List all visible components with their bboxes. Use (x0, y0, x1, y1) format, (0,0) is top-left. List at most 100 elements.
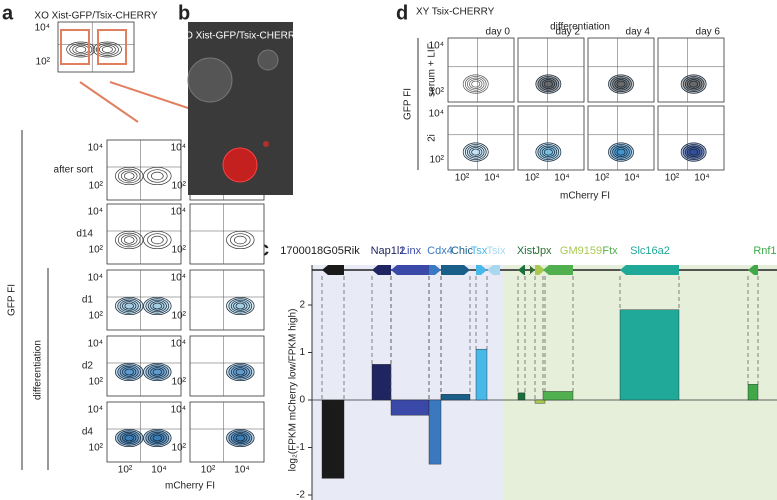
column-label: day 2 (556, 27, 581, 38)
row-label: serum + LIF (427, 43, 438, 97)
contour (537, 144, 560, 161)
axis-label: mCherry FI (560, 191, 610, 202)
contour (471, 148, 481, 156)
contour (226, 230, 255, 250)
contour (682, 76, 705, 93)
tick-label: 10⁴ (624, 173, 639, 184)
panel-label: d (396, 2, 408, 24)
colony (187, 57, 233, 103)
tick-label: 10⁴ (151, 465, 166, 476)
plot-frame (189, 269, 265, 331)
contour (115, 428, 144, 448)
tick-label: 10² (118, 465, 133, 476)
group-label: differentiation (550, 22, 610, 33)
axis-label: GFP FI (7, 284, 18, 316)
row-label: d1 (82, 295, 94, 306)
contour (145, 364, 170, 380)
contour (535, 74, 562, 94)
panel-title: XO Xist-GFP/Tsix-CHERRY (34, 11, 157, 22)
bar (321, 399, 345, 479)
tick-label: 10⁴ (484, 173, 499, 184)
contour (117, 298, 142, 314)
tick-label: 10⁴ (88, 273, 103, 284)
tick-label: 10⁴ (429, 41, 444, 52)
tick-label: 10⁴ (88, 207, 103, 218)
tick-label: 10² (172, 181, 187, 192)
tick-label: 10² (595, 173, 610, 184)
tick-label: 10² (430, 155, 445, 166)
contour (145, 430, 170, 446)
contour (145, 298, 170, 314)
plot-frame (447, 37, 515, 103)
contour (117, 168, 141, 184)
tick-label: 10⁴ (554, 173, 569, 184)
contour (123, 172, 135, 180)
gene-label: 1700018G05Rik (280, 245, 360, 257)
contour (226, 296, 255, 316)
gene-arrow (518, 265, 525, 275)
column-label: day 4 (626, 27, 651, 38)
tick-label: 10⁴ (171, 339, 186, 350)
colony (257, 49, 279, 71)
contour (543, 148, 553, 156)
contour (610, 76, 632, 93)
gene-arrow (748, 265, 758, 275)
plot-frame (587, 37, 655, 103)
group-label: differentiation (33, 340, 44, 400)
bar (534, 399, 546, 404)
contour (143, 166, 172, 186)
gene-label: GM9159 (560, 245, 602, 257)
contour (608, 74, 634, 94)
contour (616, 80, 626, 88)
row-label: 2i (427, 134, 438, 142)
gene-label: Nap1l2 (371, 245, 406, 257)
contour (124, 368, 134, 376)
axis-label: log₂(FPKM mCherry low/FPKM high) (288, 309, 299, 472)
tick-label: 10² (455, 173, 470, 184)
contour (467, 77, 485, 91)
contour (143, 230, 172, 250)
gene-label: Ftx (602, 245, 618, 257)
gene-label: Rnf12 (753, 245, 777, 257)
contour (537, 76, 560, 93)
tick-label: 10² (89, 443, 104, 454)
contour (235, 434, 246, 442)
bar (440, 394, 471, 401)
y-tick-label: 2 (299, 300, 305, 311)
contour (143, 362, 172, 382)
plot-frame (447, 105, 515, 171)
contour (95, 43, 119, 56)
gene-arrow (535, 265, 545, 275)
colony (222, 147, 258, 183)
contour (226, 428, 255, 448)
gate (60, 29, 90, 65)
contour (69, 43, 93, 56)
contour (689, 80, 699, 88)
contour (680, 142, 707, 162)
tick-label: 10⁴ (171, 405, 186, 416)
tick-label: 10⁴ (35, 23, 50, 34)
contour (75, 46, 87, 53)
contour (228, 364, 253, 380)
contour (115, 362, 144, 382)
arrow (79, 81, 139, 123)
row-label: after sort (54, 165, 94, 176)
plot-frame (587, 105, 655, 171)
plot-frame (189, 401, 265, 463)
axis-label: mCherry FI (165, 481, 215, 492)
y-tick-label: 0 (299, 395, 305, 406)
contour (147, 169, 168, 183)
contour (462, 74, 489, 94)
bar (428, 399, 442, 465)
contour (228, 298, 253, 314)
contour (234, 235, 247, 245)
bar (390, 399, 430, 416)
contour (235, 368, 246, 376)
gene-arrow (441, 265, 470, 275)
gene-arrow (429, 265, 441, 275)
contour (152, 368, 163, 376)
bar (475, 348, 488, 401)
gene-arrow (476, 265, 487, 275)
gene-label: Chic (451, 245, 474, 257)
